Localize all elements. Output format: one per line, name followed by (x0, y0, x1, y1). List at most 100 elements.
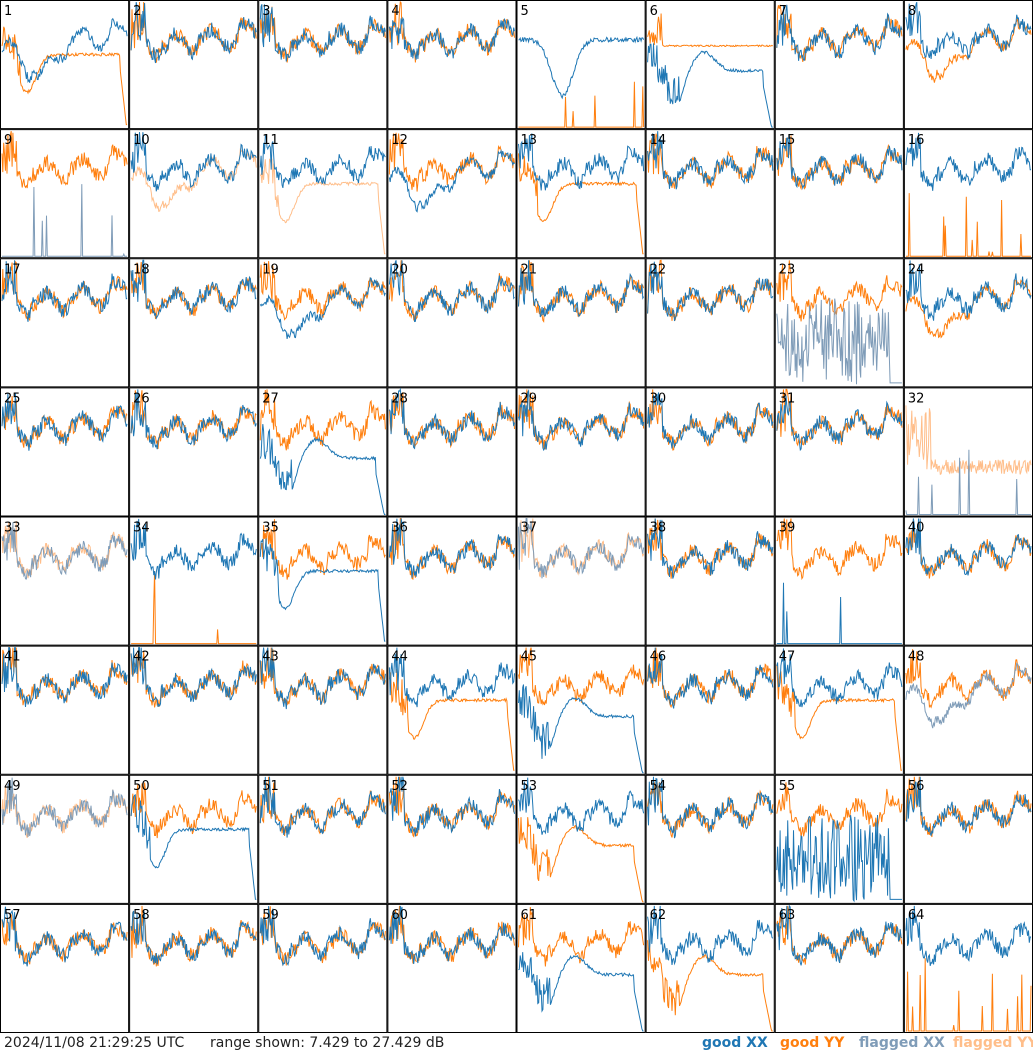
tile-number-label: 46 (650, 650, 667, 665)
tile-number-label: 5 (521, 4, 529, 19)
tile-8: 8 (903, 0, 1033, 130)
series-yy-tile-21 (518, 260, 645, 323)
tile-number-label: 16 (908, 133, 925, 148)
range-label: range shown: 7.429 to 27.429 dB (210, 1035, 445, 1051)
tile-13: 13 (516, 129, 646, 259)
series-yy-tile-2 (130, 1, 257, 63)
tile-26: 26 (129, 387, 259, 517)
series-xx-tile-47 (776, 648, 903, 708)
tile-frame (258, 903, 388, 1033)
tile-3: 3 (258, 0, 388, 130)
series-xx-tile-20 (388, 260, 515, 323)
tile-frame (0, 516, 130, 646)
tile-frame (258, 258, 388, 388)
tile-number-label: 61 (521, 908, 538, 923)
tile-9: 9 (0, 129, 130, 259)
tile-number-label: 59 (262, 908, 279, 923)
tile-number-label: 4 (391, 4, 399, 19)
series-xx-tile-39 (776, 582, 902, 645)
legend-flagged-yy: flagged YY (953, 1035, 1033, 1051)
series-yy-tile-20 (388, 260, 515, 321)
tile-number-label: 24 (908, 262, 925, 277)
tile-33: 33 (0, 516, 130, 646)
tile-number-label: 14 (650, 133, 667, 148)
tile-frame (516, 516, 646, 646)
series-xx-tile-29 (518, 389, 645, 452)
tile-44: 44 (387, 645, 517, 775)
tile-frame (645, 258, 775, 388)
series-yy-tile-44 (388, 669, 515, 771)
tile-number-label: 54 (650, 779, 667, 794)
series-xx-tile-57 (1, 906, 128, 967)
tile-number-label: 27 (262, 391, 279, 406)
series-xx-tile-46 (647, 647, 774, 709)
legend-good-xx: good XX (702, 1035, 768, 1051)
tile-47: 47 (774, 645, 904, 775)
tile-frame (774, 387, 904, 517)
tile-number-label: 39 (779, 521, 796, 536)
series-xx-tile-23 (776, 297, 902, 385)
series-xx-tile-42 (130, 647, 257, 708)
tile-number-label: 13 (521, 133, 538, 148)
tile-frame (129, 645, 259, 775)
tile-number-label: 6 (650, 4, 658, 19)
series-xx-tile-32 (905, 449, 1031, 515)
series-xx-tile-55 (776, 814, 902, 903)
tile-number-label: 63 (779, 908, 796, 923)
series-yy-tile-6 (647, 13, 774, 48)
series-xx-tile-26 (130, 389, 257, 450)
series-yy-tile-34 (131, 570, 257, 645)
tile-number-label: 7 (779, 4, 787, 19)
tile-frame (774, 645, 904, 775)
series-xx-tile-49 (1, 777, 128, 838)
tile-frame (129, 129, 259, 259)
tile-frame (387, 645, 517, 775)
tile-number-label: 52 (391, 779, 408, 794)
tile-21: 21 (516, 258, 646, 388)
tile-34: 34 (129, 516, 259, 646)
series-xx-tile-15 (776, 134, 903, 190)
tile-38: 38 (645, 516, 775, 646)
tile-number-label: 1 (4, 4, 12, 19)
tile-frame (0, 645, 130, 775)
tile-number-label: 42 (133, 650, 150, 665)
tile-number-label: 15 (779, 133, 796, 148)
tile-number-label: 45 (521, 650, 538, 665)
tile-53: 53 (516, 774, 646, 904)
tile-frame (516, 129, 646, 259)
tile-24: 24 (903, 258, 1033, 388)
series-yy-tile-55 (776, 782, 903, 838)
tile-number-label: 55 (779, 779, 796, 794)
series-xx-tile-14 (647, 131, 774, 190)
tile-frame (0, 387, 130, 517)
tile-frame (774, 903, 904, 1033)
tile-frame (387, 774, 517, 904)
series-xx-tile-12 (388, 148, 515, 213)
series-xx-tile-56 (905, 776, 1032, 836)
series-xx-tile-13 (518, 133, 645, 191)
tile-56: 56 (903, 774, 1033, 904)
tile-number-label: 51 (262, 779, 279, 794)
series-xx-tile-24 (905, 260, 1032, 321)
tile-number-label: 34 (133, 521, 150, 536)
tile-18: 18 (129, 258, 259, 388)
tile-frame (774, 0, 904, 130)
tile-frame (645, 129, 775, 259)
tile-frame (387, 516, 517, 646)
tile-frame (516, 645, 646, 775)
tile-frame (129, 258, 259, 388)
tile-frame (387, 387, 517, 517)
series-yy-tile-50 (130, 782, 257, 839)
series-xx-tile-41 (1, 647, 128, 708)
series-xx-tile-37 (518, 518, 645, 579)
tile-58: 58 (129, 903, 259, 1033)
tile-number-label: 35 (262, 521, 279, 536)
series-xx-tile-11 (259, 134, 386, 189)
tile-frame (516, 0, 646, 130)
tile-frame (258, 129, 388, 259)
tile-number-label: 23 (779, 262, 796, 277)
series-xx-tile-52 (389, 776, 515, 837)
series-xx-tile-63 (776, 904, 903, 966)
tile-46: 46 (645, 645, 775, 775)
tile-frame (129, 387, 259, 517)
